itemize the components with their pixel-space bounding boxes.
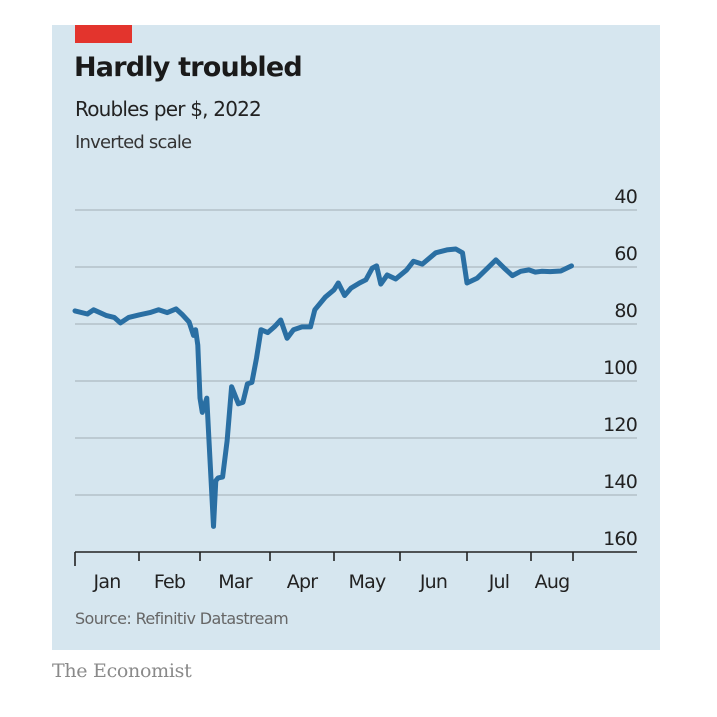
y-tick-label: 120 (603, 414, 637, 436)
chart-panel (52, 25, 660, 650)
source-note: Source: Refinitiv Datastream (75, 609, 289, 628)
y-tick-label: 80 (614, 300, 637, 322)
x-tick-label: Jan (93, 571, 121, 593)
y-tick-label: 60 (614, 243, 637, 265)
x-tick-label: Aug (535, 571, 570, 593)
y-tick-label: 40 (614, 186, 637, 208)
x-tick-label: Jun (419, 571, 447, 593)
chart-subtitle: Roubles per $, 2022 (75, 97, 262, 121)
x-tick-label: Feb (154, 571, 186, 593)
brand-accent-bar (75, 25, 132, 43)
x-tick-label: May (349, 571, 386, 593)
gridlines (75, 209, 637, 496)
publisher-logo: The Economist (52, 660, 192, 682)
chart-note: Inverted scale (75, 132, 192, 153)
x-axis: Jan Feb Mar Apr May Jun Jul Aug (74, 551, 637, 593)
series-line-roubles-per-dollar (72, 246, 574, 529)
y-tick-label: 140 (603, 471, 637, 493)
y-tick-label: 100 (603, 357, 637, 379)
x-tick-label: Apr (287, 571, 318, 593)
series-group (72, 246, 574, 529)
x-tick-label: Jul (488, 571, 510, 593)
x-tick-label: Mar (218, 571, 252, 593)
y-tick-label: 160 (603, 528, 637, 550)
y-axis-ticks: 40 60 80 100 120 140 160 (603, 186, 638, 550)
chart-title: Hardly troubled (74, 52, 303, 83)
